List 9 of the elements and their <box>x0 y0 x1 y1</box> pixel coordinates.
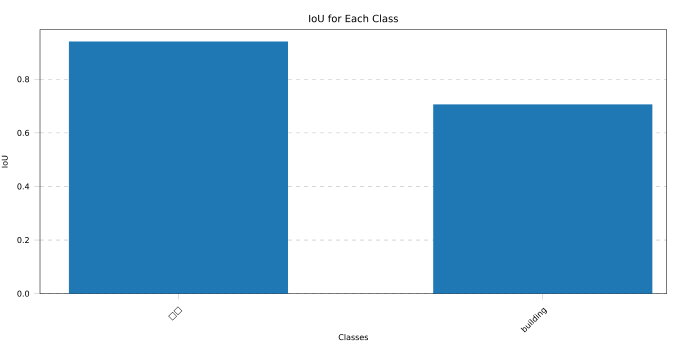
x-axis-title: Classes <box>338 334 368 340</box>
y-axis-title: IoU <box>2 156 8 168</box>
x-tick-label: □□ <box>168 306 182 320</box>
chart-title: IoU for Each Class <box>309 14 398 22</box>
y-tick-label: 0.4 <box>17 183 30 190</box>
y-tick-label: 0.8 <box>17 76 30 82</box>
y-tick-label: 0.0 <box>17 290 30 297</box>
y-tick-label: 0.2 <box>17 237 29 244</box>
y-tick-label: 0.6 <box>17 130 30 136</box>
